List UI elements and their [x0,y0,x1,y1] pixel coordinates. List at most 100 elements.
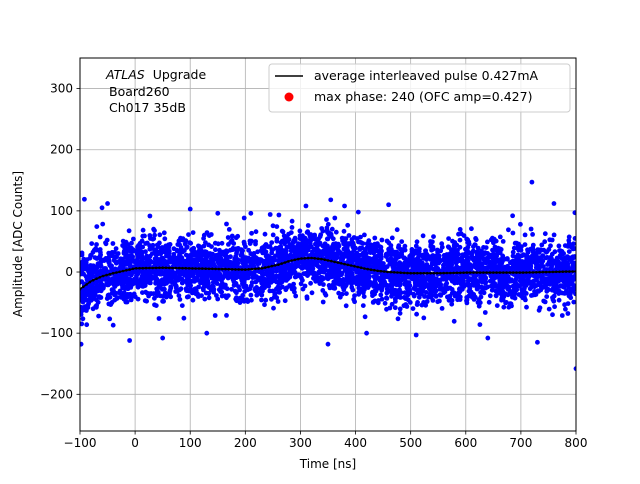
sample-point [364,241,370,247]
sample-point [562,260,568,266]
sample-point [279,273,285,278]
sample-point [352,275,357,281]
sample-point [173,289,179,294]
sample-point [357,278,362,284]
sample-point [475,245,481,251]
average-pulse-point [273,264,277,267]
sample-point [447,258,453,264]
sample-point [499,297,504,303]
sample-point [457,286,462,292]
average-pulse-point [568,270,571,273]
sample-point [362,247,368,252]
sample-point [172,279,178,285]
sample-point [208,232,214,237]
sample-point [196,268,202,274]
sample-point [158,271,164,276]
sample-point [396,282,402,287]
sample-point [241,215,247,221]
sample-point [154,290,160,296]
sample-point [142,282,148,288]
sample-point [161,298,167,304]
sample-point [84,322,90,328]
average-pulse-point [220,267,224,271]
sample-point [89,288,94,294]
sample-point [184,294,190,300]
sample-point [89,241,95,247]
y-tick-label: −100 [40,326,73,340]
sample-point [267,254,272,260]
sample-point [525,249,531,255]
sample-point [479,261,484,267]
sample-point [126,280,132,286]
average-pulse-point [257,267,260,270]
sample-point [90,263,96,269]
sample-point [483,276,488,282]
sample-point [347,268,352,274]
average-pulse-point [148,266,151,270]
sample-point [376,298,381,303]
average-pulse-point [449,271,452,275]
sample-point [197,256,203,261]
sample-point [465,237,471,243]
sample-point [168,294,174,300]
sample-point [200,285,206,291]
sample-point [495,290,501,296]
sample-point [312,272,317,278]
sample-point [96,313,101,319]
sample-point [327,285,333,291]
sample-point [393,256,399,262]
sample-point [257,268,262,274]
average-pulse-point [171,266,174,270]
average-pulse-point [416,271,419,275]
sample-point [448,254,454,260]
sample-point [554,284,560,289]
sample-point [295,243,300,249]
sample-point [561,279,567,285]
sample-point [147,280,152,286]
sample-point [162,290,168,296]
sample-point [434,283,439,289]
sample-point [91,247,97,253]
sample-point [389,282,395,288]
sample-point [473,258,479,264]
sample-point [572,246,576,251]
sample-point [519,272,524,278]
sample-point [506,279,512,284]
average-pulse-point [544,270,548,274]
sample-point [378,252,384,257]
sample-point [469,264,475,270]
sample-point [414,239,420,245]
sample-point [402,267,408,273]
sample-point [469,256,475,261]
sample-point [419,268,424,273]
x-axis-label: Time [ns] [299,457,356,471]
average-pulse-point [330,259,333,263]
sample-point [80,268,85,273]
sample-point [262,245,267,250]
sample-point [121,296,127,302]
sample-point-outlier [551,201,557,206]
sample-point [506,227,511,233]
sample-point [127,271,132,277]
atlas-name: ATLAS [105,67,145,82]
sample-point [372,235,378,241]
sample-point [215,274,221,280]
sample-point [108,302,114,307]
sample-point [451,242,457,248]
average-pulse-point [399,271,403,275]
sample-point [266,283,272,289]
sample-point [152,232,158,238]
sample-point [176,293,182,298]
average-pulse-point [502,271,505,274]
average-pulse-point [184,266,188,270]
board-label: Board260 [109,84,170,99]
sample-point [389,301,395,307]
sample-point [269,250,275,256]
sample-point [120,264,126,269]
sample-point [539,275,544,281]
sample-point [324,275,330,280]
atlas-label: ATLAS Upgrade [105,67,206,82]
sample-point [88,269,94,274]
sample-point [309,260,315,266]
sample-point [522,242,528,248]
